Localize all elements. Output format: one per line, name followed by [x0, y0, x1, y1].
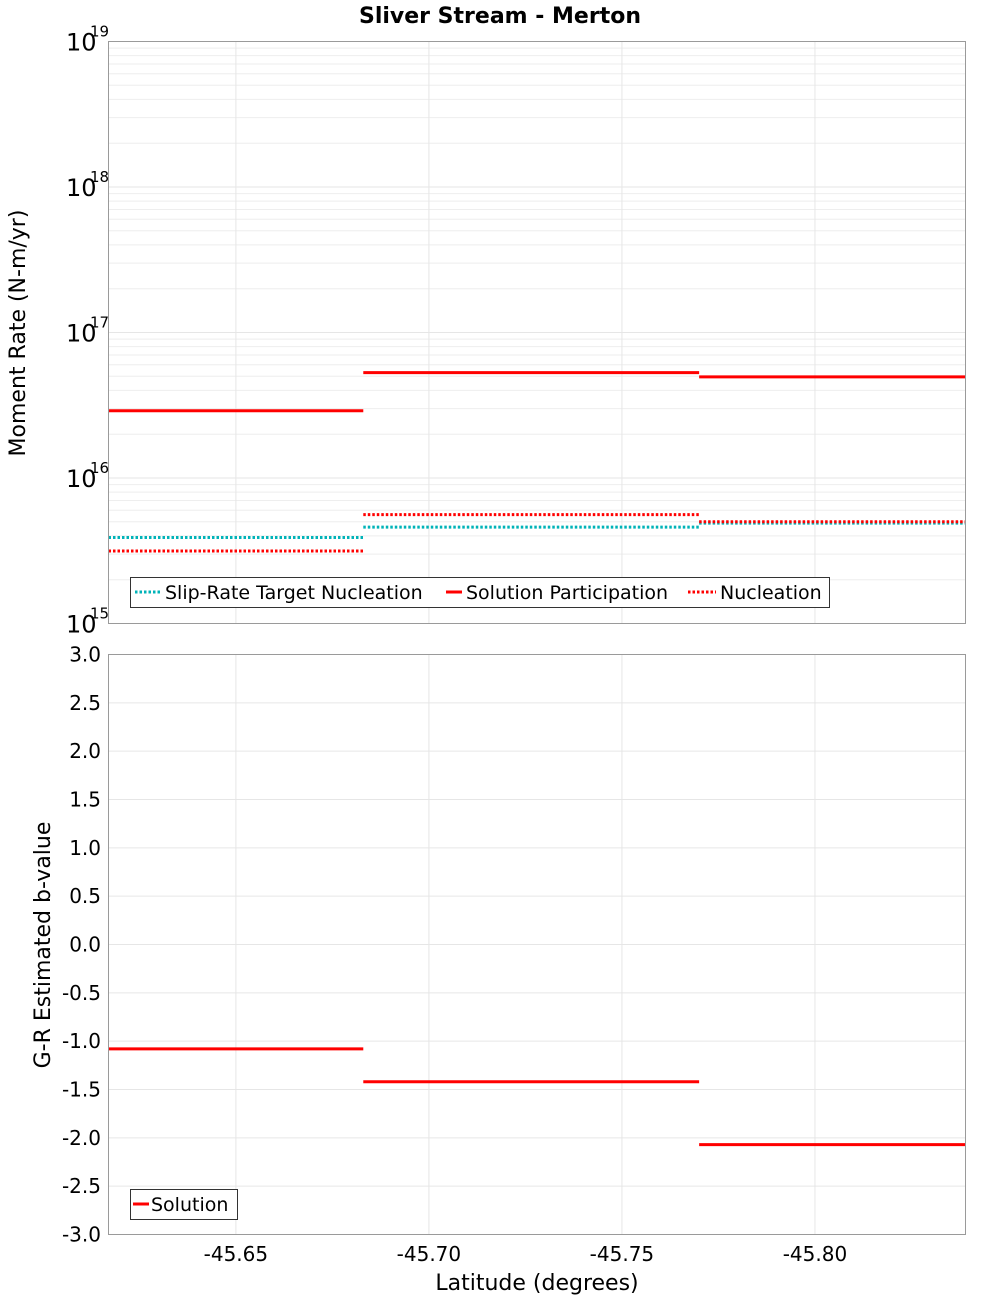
x-tick-labels: -45.65 -45.70 -45.75 -45.80: [204, 1242, 848, 1266]
x-tick-label: -45.65: [204, 1242, 268, 1266]
x-axis-label: Latitude (degrees): [435, 1271, 638, 1296]
bottom-y-tick-label: -1.0: [62, 1029, 101, 1053]
bottom-y-tick-labels: 3.0 2.5 2.0 1.5 1.0 0.5 0.0 -0.5 -1.0 -1.5 -2.0 -2.…: [62, 643, 101, 1247]
legend-label-slip-rate-target-nucleation: Slip-Rate Target Nucleation: [165, 582, 423, 604]
bottom-y-tick-label: 2.5: [69, 691, 101, 715]
legend-label-nucleation: Nucleation: [720, 582, 822, 604]
legend-label-solution: Solution: [151, 1194, 228, 1216]
bottom-y-tick-label: -3.0: [62, 1223, 101, 1247]
top-plot-frame: [108, 41, 966, 624]
x-tick-label: -45.70: [397, 1242, 461, 1266]
x-tick-label: -45.75: [590, 1242, 654, 1266]
bottom-plot-series: [108, 1047, 966, 1147]
bottom-y-axis-label: G-R Estimated b-value: [31, 822, 56, 1069]
top-y-tick-exponent: 15: [90, 605, 109, 623]
top-y-axis-label: Moment Rate (N-m/yr): [6, 210, 31, 457]
top-y-tick-exponent: 17: [90, 314, 109, 332]
bottom-y-tick-label: 3.0: [69, 643, 101, 667]
top-y-tick-exponent: 16: [90, 459, 109, 477]
top-plot-grid: [108, 41, 966, 624]
bottom-y-tick-label: -2.0: [62, 1126, 101, 1150]
bottom-y-tick-label: -0.5: [62, 981, 101, 1005]
top-y-tick-base: 10: [66, 29, 97, 57]
bottom-y-tick-label: 2.0: [69, 739, 101, 763]
top-y-tick-exponent: 19: [90, 23, 109, 41]
bottom-y-tick-label: 1.0: [69, 836, 101, 860]
x-tick-label: -45.80: [783, 1242, 847, 1266]
top-y-tick-base: 10: [66, 465, 97, 493]
top-y-tick-base: 10: [66, 320, 97, 348]
bottom-legend: Solution: [130, 1189, 238, 1220]
bottom-y-tick-label: 0.0: [69, 933, 101, 957]
bottom-y-tick-label: -1.5: [62, 1078, 101, 1102]
top-legend: Slip-Rate Target Nucleation Solution Par…: [130, 577, 830, 608]
bottom-y-tick-label: 0.5: [69, 884, 101, 908]
top-legend-box: [130, 577, 830, 608]
chart-title: Sliver Stream - Merton: [359, 4, 641, 29]
top-y-tick-base: 10: [66, 611, 97, 639]
legend-label-solution-participation: Solution Participation: [466, 582, 668, 604]
top-y-tick-base: 10: [66, 174, 97, 202]
bottom-plot-frame: [108, 654, 966, 1235]
top-plot-series: [108, 371, 966, 553]
top-y-tick-exponent: 18: [90, 168, 109, 186]
bottom-y-tick-label: 1.5: [69, 788, 101, 812]
bottom-y-tick-label: -2.5: [62, 1174, 101, 1198]
bottom-plot-grid: [108, 654, 966, 1235]
